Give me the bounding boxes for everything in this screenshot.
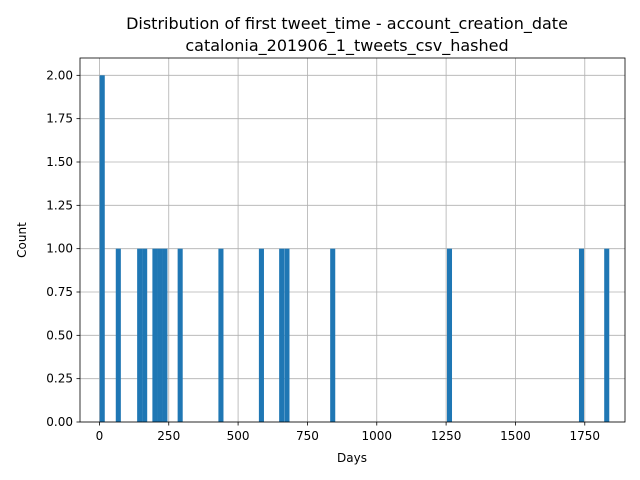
y-tick-label: 0.75 — [46, 285, 73, 299]
histogram-bar — [177, 248, 183, 422]
y-axis-label: Count — [15, 222, 29, 258]
histogram-bar — [162, 248, 168, 422]
histogram-bar — [137, 248, 143, 422]
plot-frame — [79, 57, 626, 423]
y-tick-label: 1.00 — [46, 242, 73, 256]
x-tick-label: 250 — [157, 429, 180, 443]
x-tick-label: 1500 — [500, 429, 531, 443]
histogram-bar — [152, 248, 158, 422]
histogram-bar — [115, 248, 121, 422]
x-axis-ticks: 0 250 500 750 1000 1250 1500 1750 — [96, 422, 600, 443]
histogram-bar — [330, 248, 336, 422]
chart-title: Distribution of first tweet_time - accou… — [126, 14, 568, 34]
histogram-bar — [99, 75, 105, 422]
y-axis-ticks: 0.00 0.25 0.50 0.75 1.00 1.25 1.50 1.75 2.00 — [46, 68, 80, 429]
y-tick-label: 0.00 — [46, 415, 73, 429]
histogram-bar — [446, 248, 453, 422]
x-tick-label: 750 — [296, 429, 319, 443]
grid-lines — [80, 58, 625, 423]
y-tick-label: 1.25 — [46, 198, 73, 212]
histogram-bar — [142, 248, 148, 422]
x-tick-label: 500 — [227, 429, 250, 443]
x-tick-label: 1750 — [570, 429, 601, 443]
chart-subtitle: catalonia_201906_1_tweets_csv_hashed — [185, 36, 508, 56]
x-tick-label: 1250 — [431, 429, 462, 443]
x-axis-label: Days — [337, 451, 367, 465]
histogram-bar — [157, 248, 163, 422]
histogram-bar — [279, 248, 285, 422]
histogram-bar — [258, 248, 264, 422]
y-tick-label: 1.50 — [46, 155, 73, 169]
y-tick-label: 0.25 — [46, 372, 73, 386]
histogram-bar — [284, 248, 290, 422]
histogram-bar — [218, 248, 224, 422]
x-tick-label: 0 — [96, 429, 104, 443]
y-tick-label: 0.50 — [46, 328, 73, 342]
histogram-bar — [604, 248, 610, 422]
histogram-bar — [578, 248, 585, 422]
y-tick-label: 2.00 — [46, 68, 73, 82]
histogram-bars — [99, 75, 610, 422]
x-tick-label: 1000 — [361, 429, 392, 443]
y-tick-label: 1.75 — [46, 112, 73, 126]
